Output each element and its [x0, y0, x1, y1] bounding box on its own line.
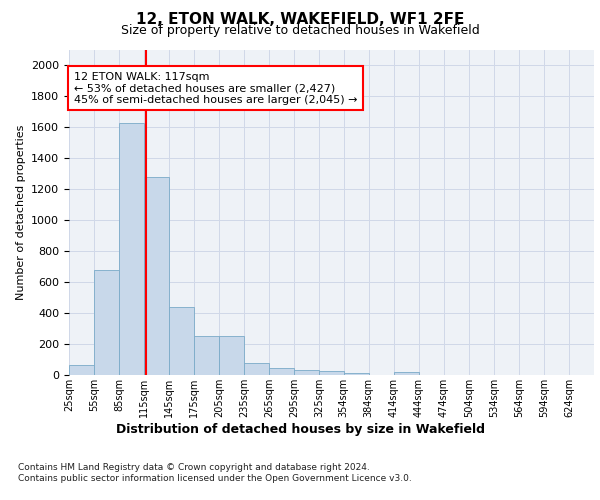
Text: Distribution of detached houses by size in Wakefield: Distribution of detached houses by size …	[115, 422, 485, 436]
Bar	[244, 362, 269, 375]
Bar	[94, 270, 119, 375]
Bar	[219, 336, 244, 375]
Bar	[144, 177, 169, 375]
Bar	[69, 365, 94, 375]
Bar	[119, 122, 144, 375]
Bar	[295, 370, 319, 375]
Y-axis label: Number of detached properties: Number of detached properties	[16, 125, 26, 300]
Bar	[319, 371, 344, 375]
Bar	[344, 374, 368, 375]
Bar	[394, 372, 419, 375]
Bar	[269, 368, 295, 375]
Bar	[169, 307, 194, 375]
Text: Contains HM Land Registry data © Crown copyright and database right 2024.: Contains HM Land Registry data © Crown c…	[18, 462, 370, 471]
Text: 12 ETON WALK: 117sqm
← 53% of detached houses are smaller (2,427)
45% of semi-de: 12 ETON WALK: 117sqm ← 53% of detached h…	[74, 72, 358, 105]
Text: 12, ETON WALK, WAKEFIELD, WF1 2FE: 12, ETON WALK, WAKEFIELD, WF1 2FE	[136, 12, 464, 28]
Bar	[194, 336, 219, 375]
Text: Contains public sector information licensed under the Open Government Licence v3: Contains public sector information licen…	[18, 474, 412, 483]
Text: Size of property relative to detached houses in Wakefield: Size of property relative to detached ho…	[121, 24, 479, 37]
